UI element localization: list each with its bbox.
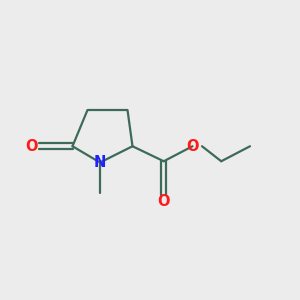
Text: O: O bbox=[158, 194, 170, 209]
Text: O: O bbox=[186, 139, 199, 154]
Text: O: O bbox=[26, 139, 38, 154]
Text: N: N bbox=[94, 155, 106, 170]
